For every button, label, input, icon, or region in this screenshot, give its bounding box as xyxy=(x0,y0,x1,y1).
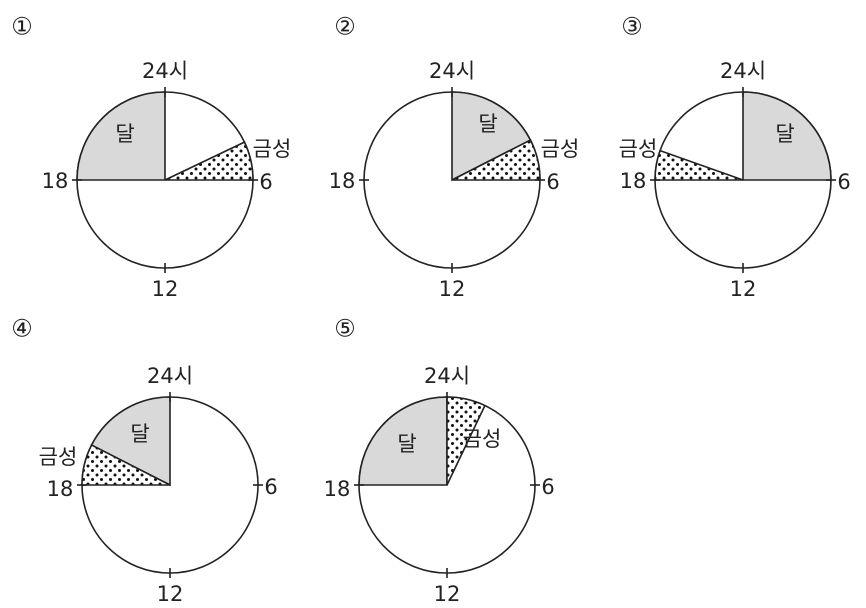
moon-label: 달 xyxy=(478,112,497,136)
label-6: 6 xyxy=(837,170,850,194)
clock-option: ⑤ 24시 6 12 18 달 금성 xyxy=(324,315,555,607)
label-12: 12 xyxy=(434,582,461,606)
label-18: 18 xyxy=(47,477,74,501)
label-24: 24시 xyxy=(424,364,470,388)
label-6: 6 xyxy=(546,170,559,194)
moon-label: 달 xyxy=(115,122,134,146)
venus-label: 금성 xyxy=(619,137,658,161)
option-number: ③ xyxy=(621,13,643,41)
moon-sector xyxy=(742,91,832,181)
moon-label: 달 xyxy=(397,432,416,456)
moon-sector xyxy=(451,91,532,182)
label-6: 6 xyxy=(259,170,272,194)
label-18: 18 xyxy=(329,169,356,193)
label-24: 24시 xyxy=(429,59,475,83)
label-18: 18 xyxy=(324,477,351,501)
venus-label: 금성 xyxy=(541,137,580,161)
moon-sector xyxy=(76,91,166,181)
label-24: 24시 xyxy=(720,59,766,83)
option-number: ② xyxy=(334,13,356,41)
venus-label: 금성 xyxy=(463,427,502,451)
label-12: 12 xyxy=(439,277,466,301)
option-number: ① xyxy=(11,13,33,41)
label-24: 24시 xyxy=(147,364,193,388)
clock-option: ① 24시 6 12 18 달금성 xyxy=(11,13,291,302)
label-18: 18 xyxy=(42,169,69,193)
clock-option: ② 24시 6 12 18 달금성 xyxy=(329,13,580,302)
option-number: ④ xyxy=(11,315,33,343)
venus-label: 금성 xyxy=(253,137,292,161)
clock-option: ④ 24시 6 12 18 달금성 xyxy=(11,315,277,607)
label-6: 6 xyxy=(264,475,277,499)
label-24: 24시 xyxy=(142,59,188,83)
label-6: 6 xyxy=(541,475,554,499)
label-12: 12 xyxy=(152,277,179,301)
moon-sector xyxy=(90,396,171,487)
moon-label: 달 xyxy=(775,122,794,146)
clock-option: ③ 24시 6 12 18 달금성 xyxy=(619,13,851,302)
moon-sector xyxy=(358,396,448,486)
option-number: ⑤ xyxy=(334,315,356,343)
label-12: 12 xyxy=(730,277,757,301)
venus-label: 금성 xyxy=(39,445,78,469)
label-18: 18 xyxy=(620,169,647,193)
moon-label: 달 xyxy=(130,422,149,446)
label-12: 12 xyxy=(157,582,184,606)
